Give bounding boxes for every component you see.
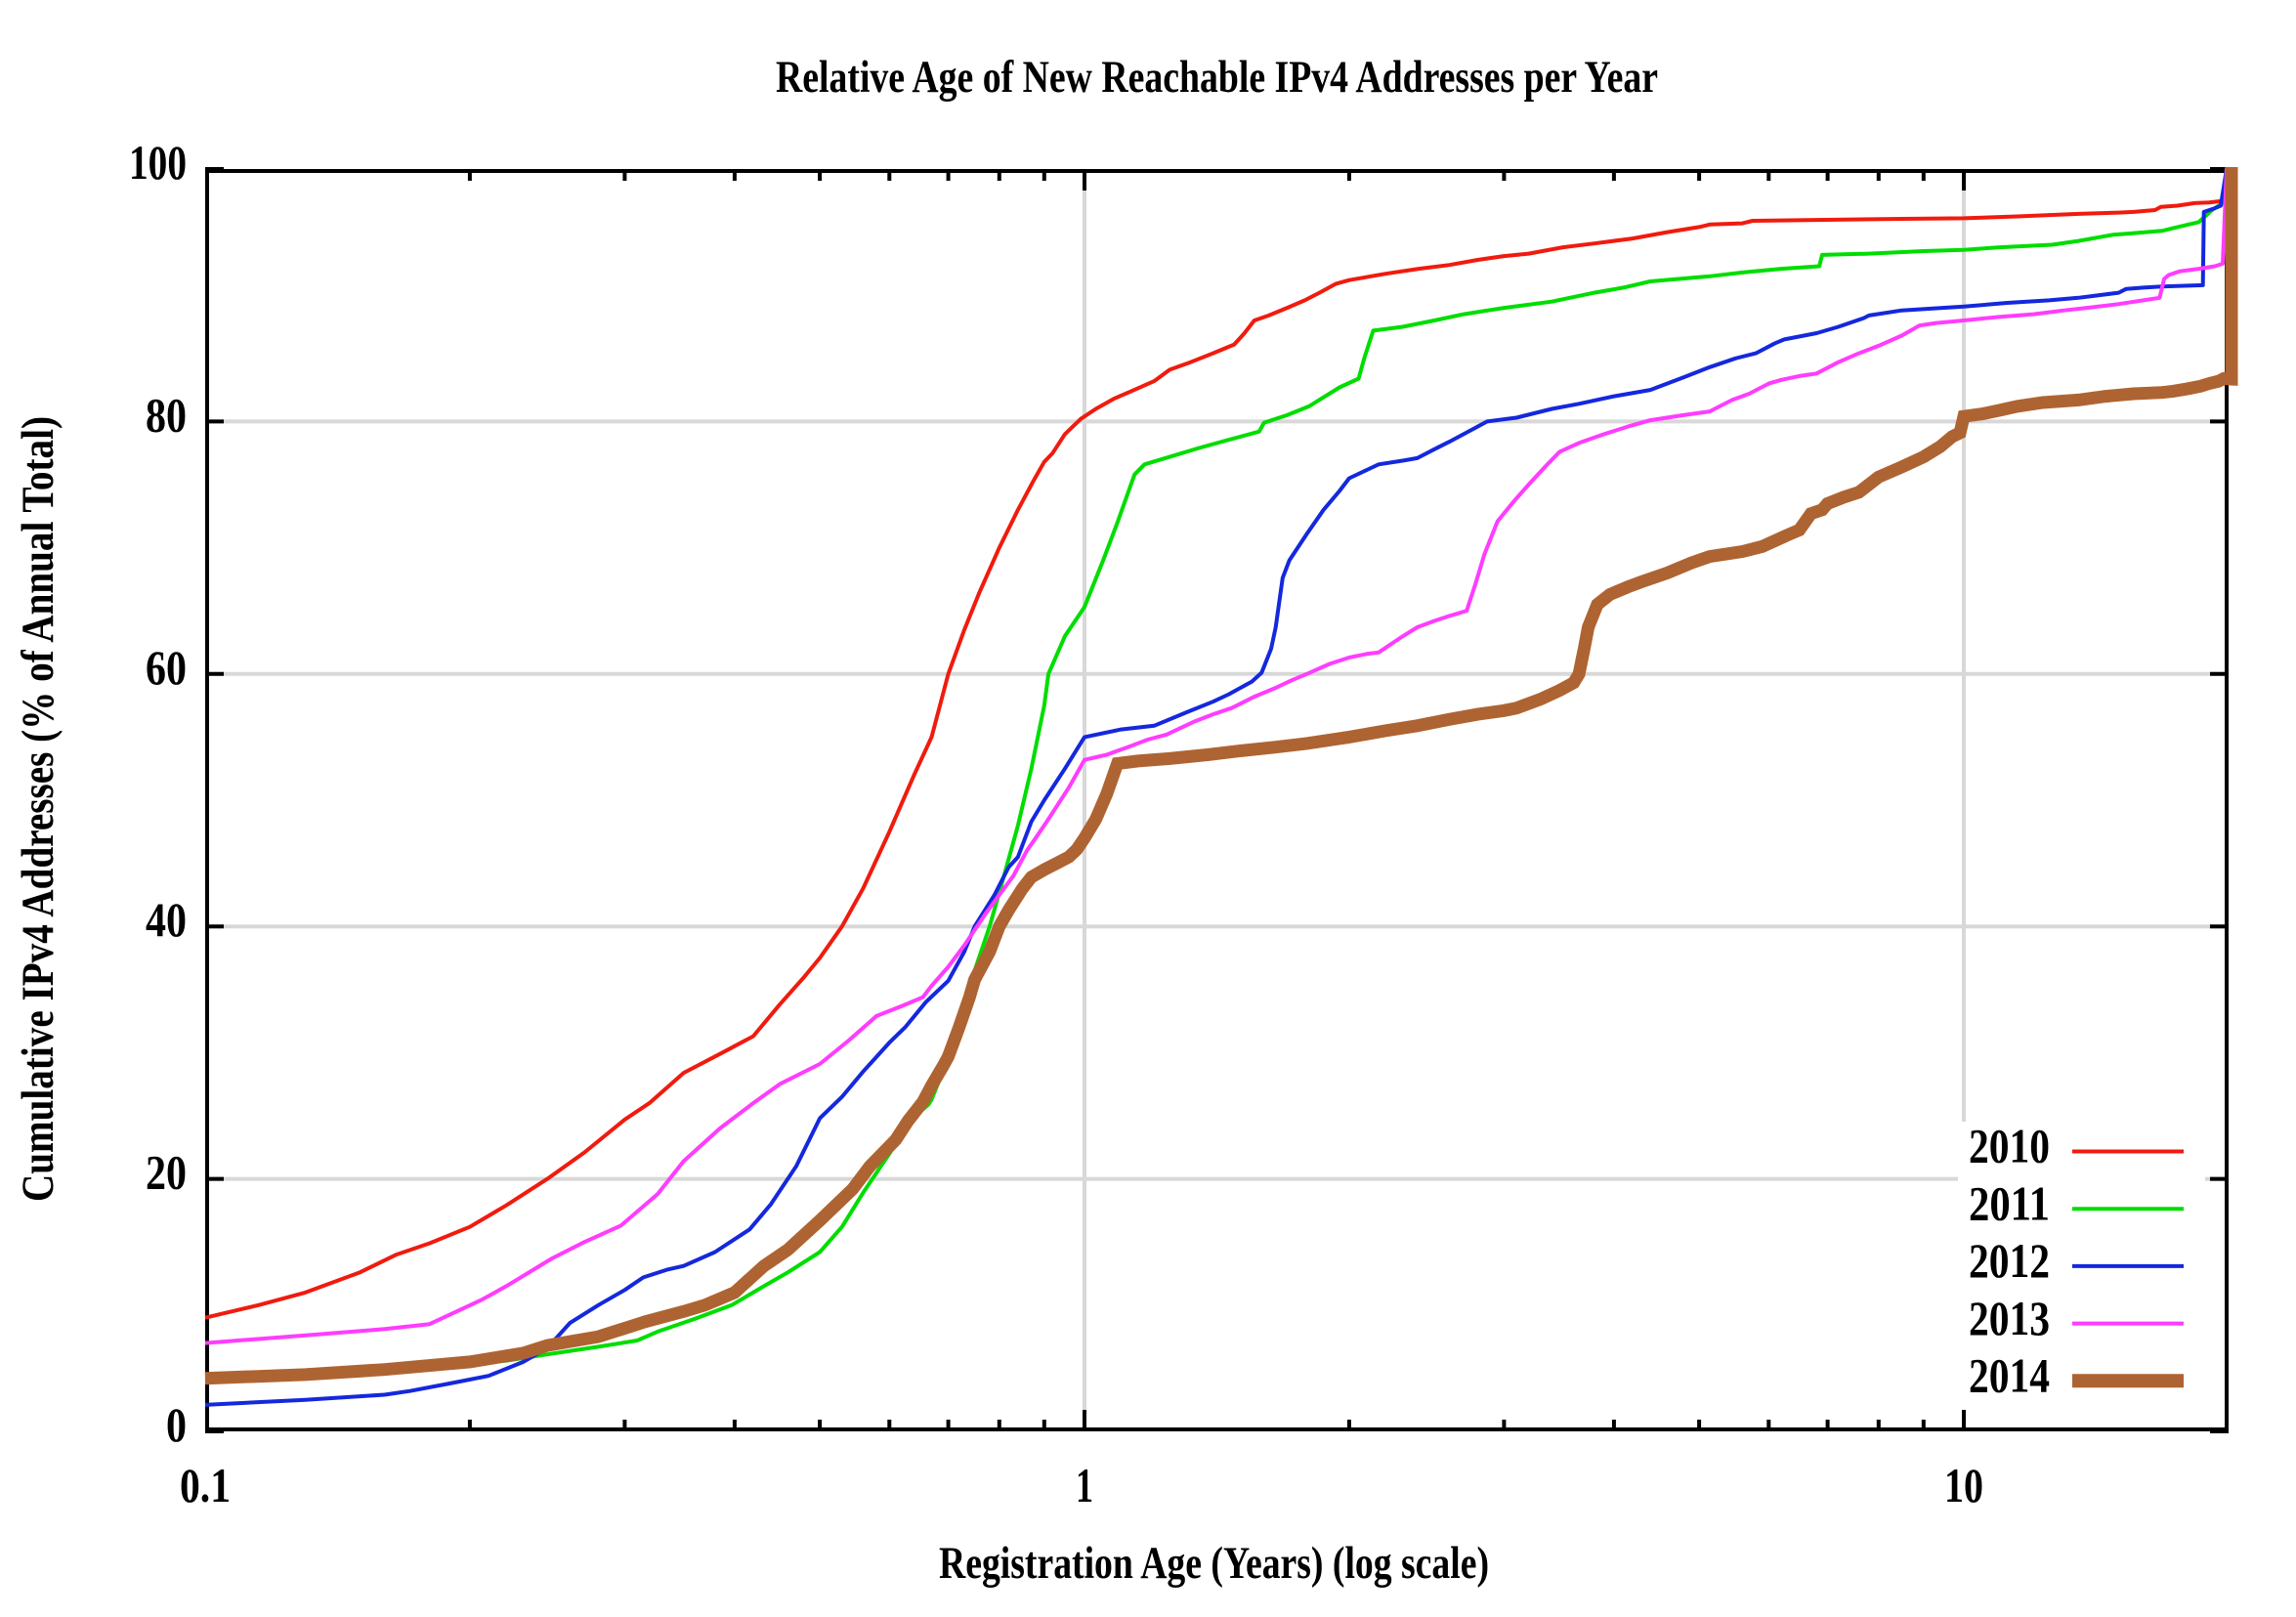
svg-text:Registration Age (Years) (log: Registration Age (Years) (log scale): [939, 1538, 1489, 1589]
svg-text:2013: 2013: [1969, 1291, 2050, 1345]
svg-text:80: 80: [146, 387, 187, 442]
svg-text:40: 40: [146, 892, 187, 947]
svg-text:2012: 2012: [1969, 1233, 2050, 1288]
svg-text:100: 100: [129, 135, 187, 190]
svg-text:0: 0: [166, 1397, 187, 1452]
svg-text:60: 60: [146, 640, 187, 695]
svg-text:Cumulative IPv4 Addresses (% o: Cumulative IPv4 Addresses (% of Annual T…: [13, 416, 64, 1202]
svg-text:2014: 2014: [1969, 1348, 2050, 1403]
svg-text:Relative Age of New Reachable: Relative Age of New Reachable IPv4 Addre…: [776, 52, 1658, 103]
svg-text:20: 20: [146, 1145, 187, 1200]
svg-text:1: 1: [1076, 1458, 1093, 1512]
svg-text:2010: 2010: [1969, 1119, 2050, 1173]
svg-text:0.1: 0.1: [180, 1458, 231, 1512]
svg-text:2011: 2011: [1969, 1175, 2050, 1230]
svg-text:10: 10: [1944, 1458, 1983, 1512]
